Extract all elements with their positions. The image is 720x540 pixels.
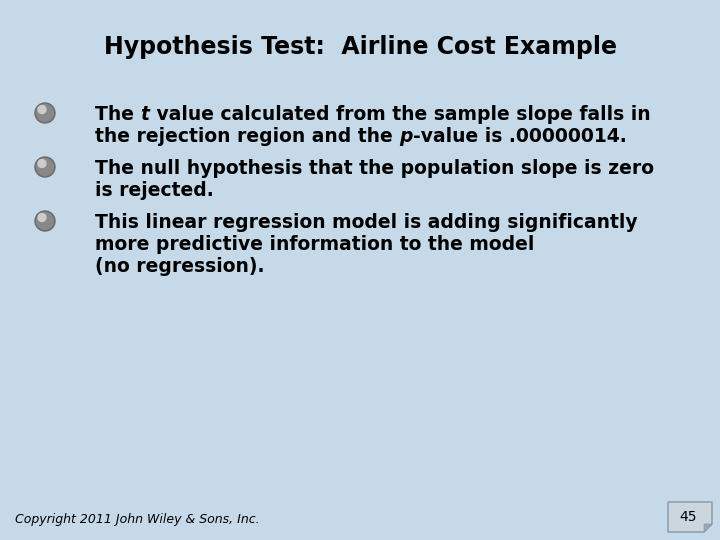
Circle shape [37, 159, 53, 176]
Polygon shape [704, 524, 712, 532]
Text: p: p [400, 127, 413, 146]
Circle shape [37, 213, 53, 230]
Circle shape [38, 105, 46, 113]
Circle shape [38, 213, 46, 221]
Text: t: t [140, 105, 150, 124]
Text: This linear regression model is adding significantly: This linear regression model is adding s… [95, 213, 638, 232]
Text: The: The [95, 105, 140, 124]
Text: -value is .00000014.: -value is .00000014. [413, 127, 626, 146]
Text: is rejected.: is rejected. [95, 181, 214, 200]
Polygon shape [668, 502, 712, 532]
Text: The null hypothesis that the population slope is zero: The null hypothesis that the population … [95, 159, 654, 178]
Text: more predictive information to the model: more predictive information to the model [95, 235, 534, 254]
Text: 45: 45 [679, 510, 697, 524]
Text: value calculated from the sample slope falls in: value calculated from the sample slope f… [150, 105, 650, 124]
Circle shape [35, 157, 55, 177]
Circle shape [35, 211, 55, 231]
Text: Copyright 2011 John Wiley & Sons, Inc.: Copyright 2011 John Wiley & Sons, Inc. [15, 513, 260, 526]
Circle shape [37, 105, 53, 122]
Text: Hypothesis Test:  Airline Cost Example: Hypothesis Test: Airline Cost Example [104, 35, 616, 59]
Text: the rejection region and the: the rejection region and the [95, 127, 400, 146]
Text: (no regression).: (no regression). [95, 257, 264, 276]
Circle shape [38, 159, 46, 167]
Circle shape [35, 103, 55, 123]
